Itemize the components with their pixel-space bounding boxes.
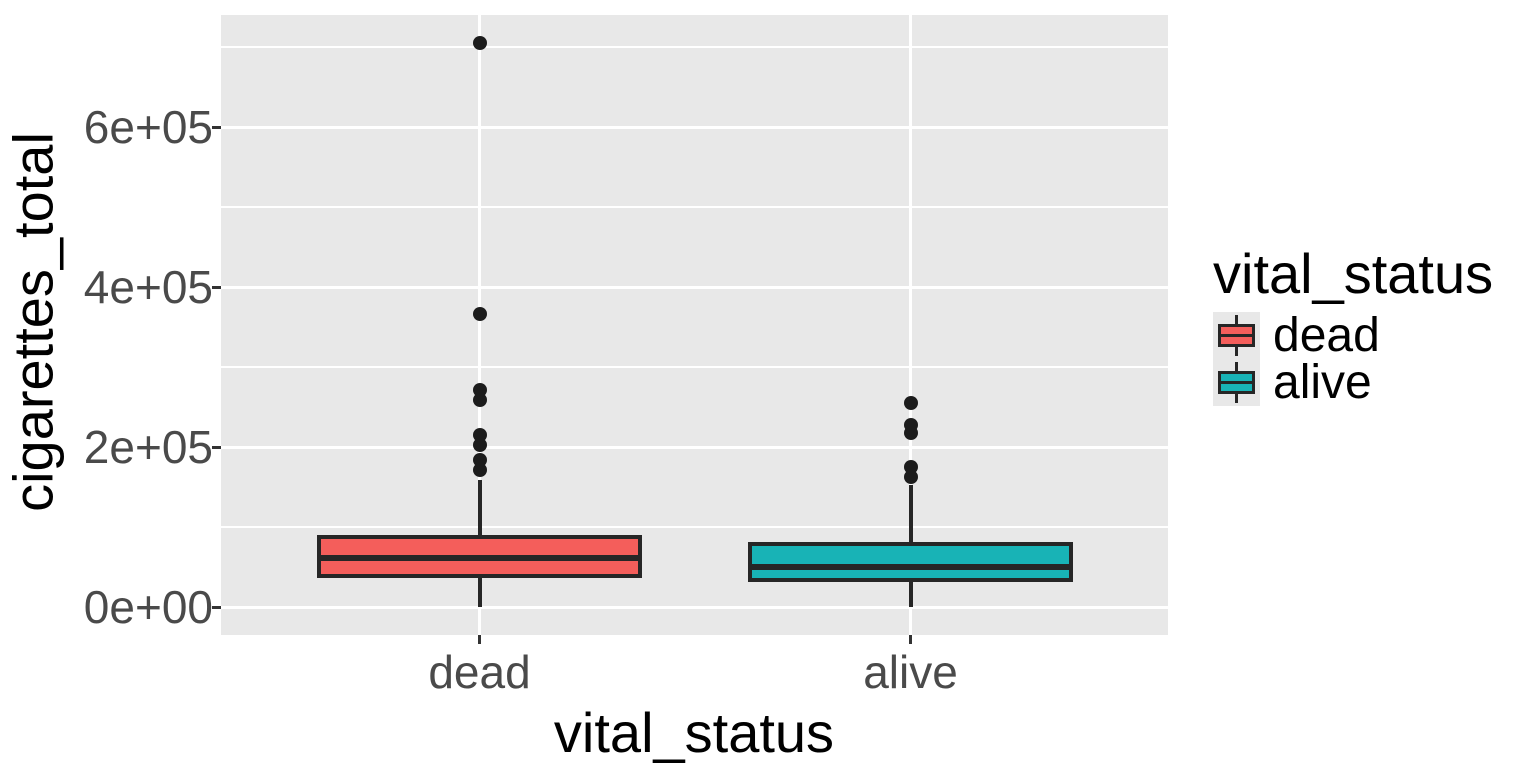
lower-whisker bbox=[477, 578, 482, 607]
outlier-point bbox=[472, 307, 487, 322]
x-axis-title: vital_status bbox=[553, 701, 835, 764]
median-line bbox=[748, 564, 1073, 570]
gridline-major bbox=[221, 605, 1168, 609]
median-line bbox=[317, 555, 642, 562]
x-axis-tick-mark bbox=[478, 635, 481, 644]
gridline-major bbox=[221, 285, 1168, 289]
legend-label-alive: alive bbox=[1273, 355, 1372, 409]
y-axis-tick-mark bbox=[212, 605, 221, 609]
gridline-minor bbox=[221, 206, 1168, 208]
y-axis-tick-mark bbox=[212, 285, 221, 289]
gridline-minor bbox=[221, 526, 1168, 528]
legend-key-dead bbox=[1213, 312, 1260, 359]
gridline-major bbox=[221, 125, 1168, 129]
legend-item-alive: alive bbox=[1213, 355, 1493, 409]
y-axis-tick-mark bbox=[212, 445, 221, 449]
legend-key-median bbox=[1218, 334, 1255, 337]
legend-title: vital_status bbox=[1213, 242, 1494, 305]
outlier-point bbox=[472, 452, 487, 467]
box bbox=[748, 542, 1073, 583]
legend-label-dead: dead bbox=[1273, 308, 1380, 362]
legend: vital_status dead alive bbox=[1213, 244, 1493, 406]
upper-whisker bbox=[477, 479, 482, 535]
x-tick-label-dead: dead bbox=[428, 646, 531, 698]
y-axis-tick-mark bbox=[212, 125, 221, 129]
legend-items: dead alive bbox=[1213, 308, 1493, 409]
outlier-point bbox=[903, 418, 918, 433]
upper-whisker bbox=[908, 484, 913, 543]
gridline-vertical bbox=[909, 15, 912, 635]
gridline-vertical bbox=[478, 15, 481, 635]
y-tick-label: 0e+00 bbox=[83, 581, 213, 633]
x-tick-label-alive: alive bbox=[863, 646, 958, 698]
plot-panel bbox=[221, 15, 1168, 635]
gridline-minor bbox=[221, 46, 1168, 48]
y-tick-label: 6e+05 bbox=[83, 101, 213, 153]
y-tick-label: 4e+05 bbox=[83, 261, 213, 313]
legend-key-alive bbox=[1213, 359, 1260, 406]
outlier-point bbox=[472, 383, 487, 398]
outlier-point bbox=[472, 428, 487, 442]
gridline-major bbox=[221, 445, 1168, 449]
y-tick-label: 2e+05 bbox=[83, 421, 213, 473]
legend-key-median bbox=[1218, 381, 1255, 384]
outlier-point bbox=[903, 460, 918, 474]
gridline-minor bbox=[221, 366, 1168, 368]
outlier-point bbox=[903, 396, 918, 410]
outlier-point bbox=[472, 463, 487, 478]
x-axis-tick-mark bbox=[909, 635, 912, 644]
legend-item-dead: dead bbox=[1213, 308, 1493, 362]
outlier-point bbox=[472, 36, 487, 50]
lower-whisker bbox=[908, 582, 913, 607]
